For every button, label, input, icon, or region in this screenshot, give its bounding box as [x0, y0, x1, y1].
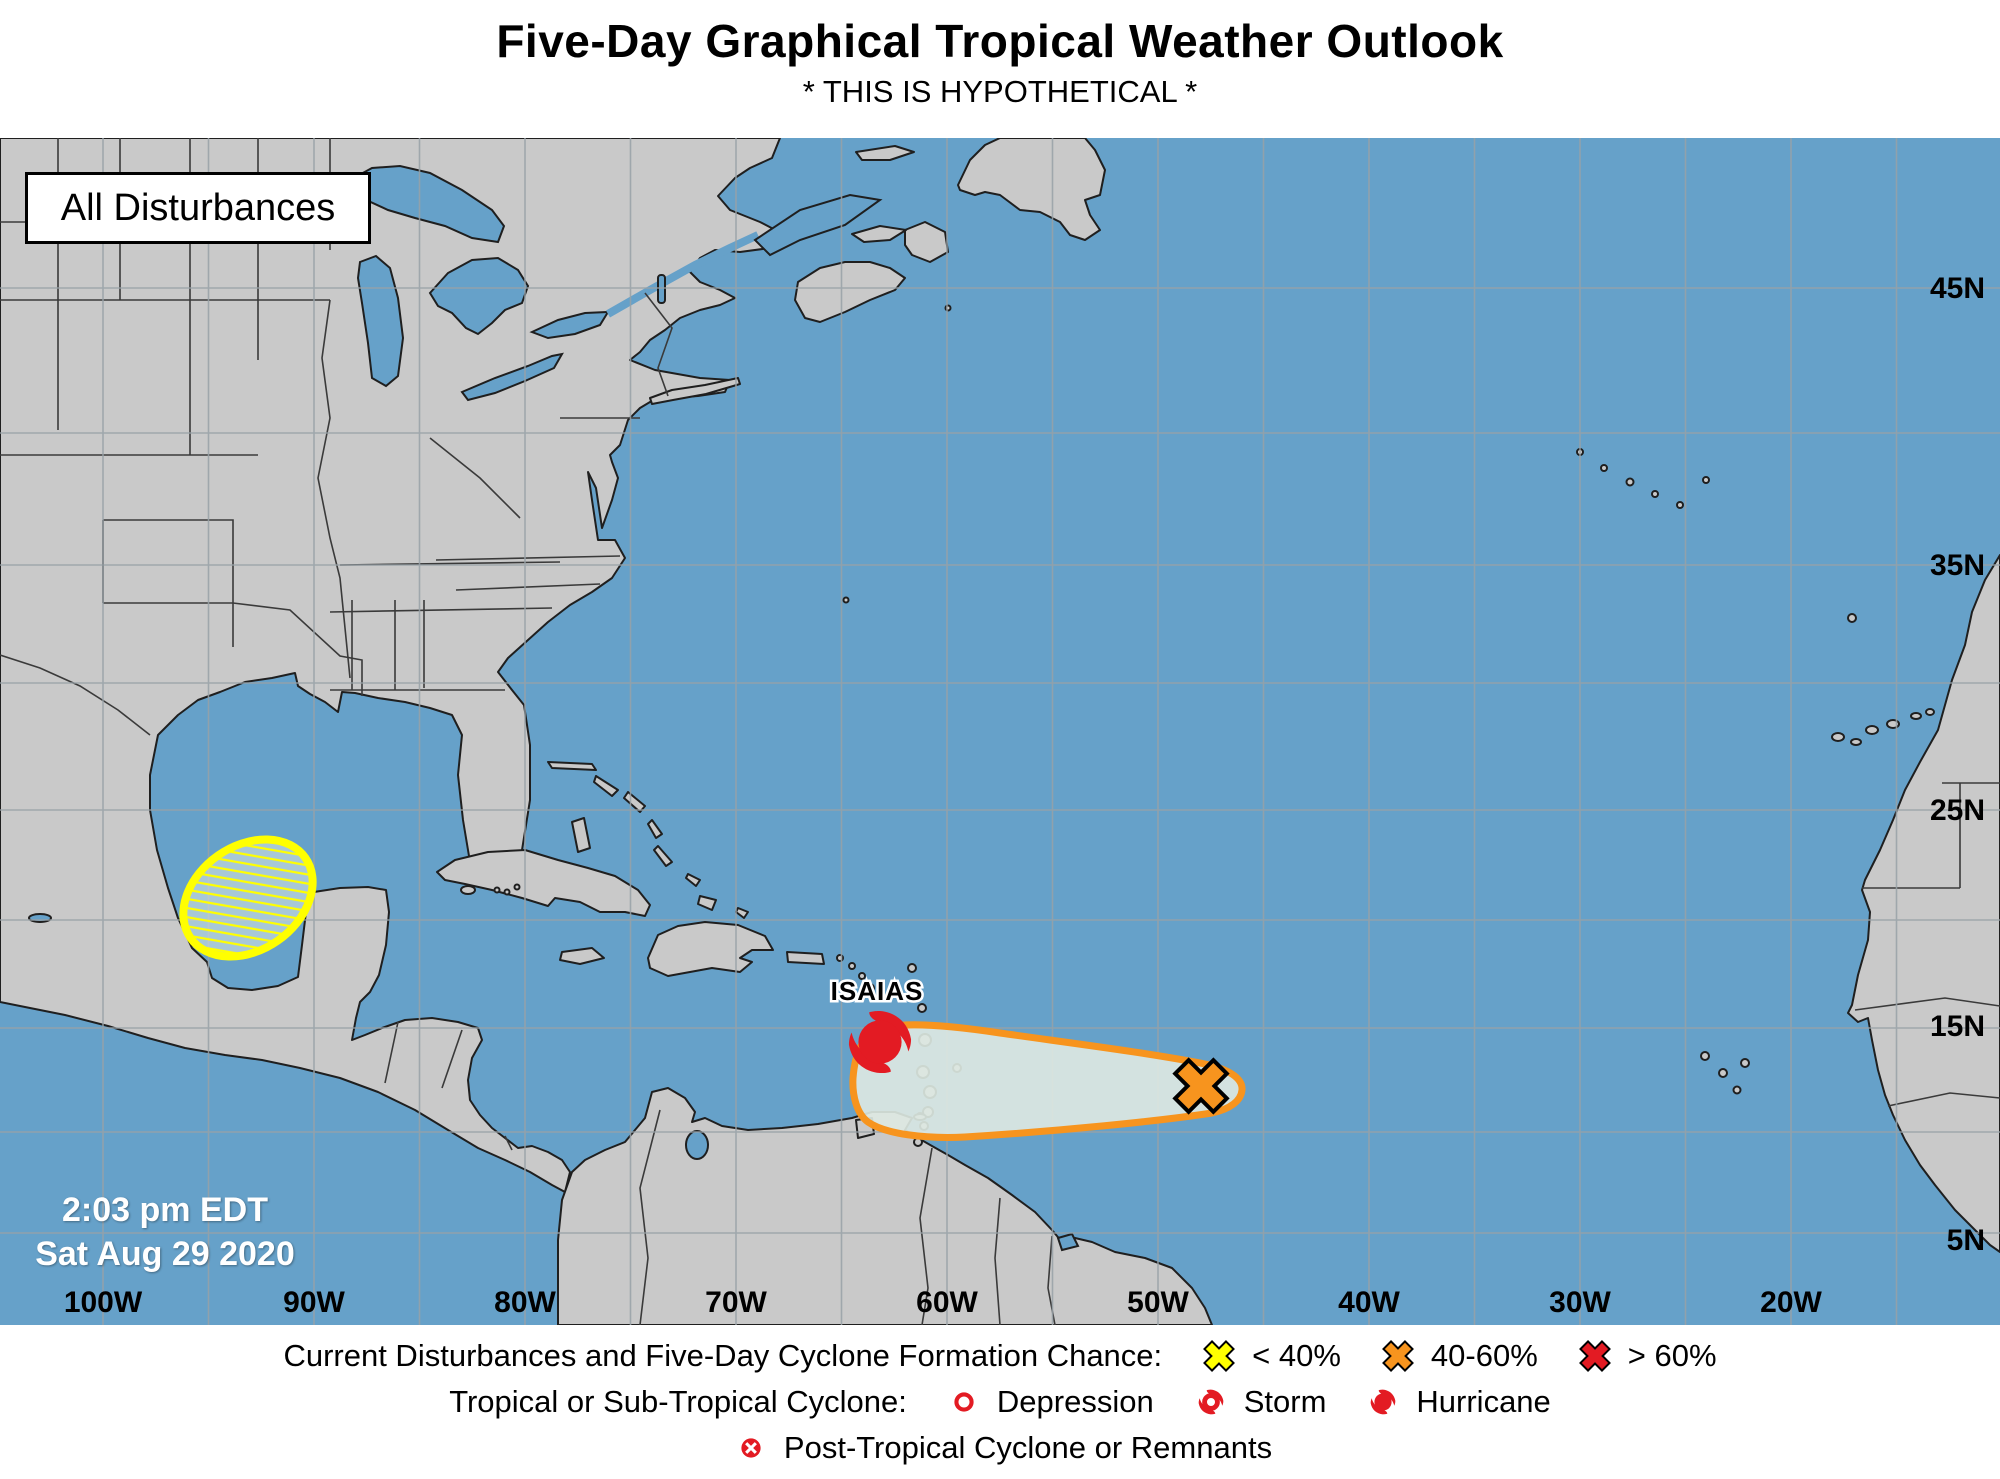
atlantic-islands: [493, 304, 1935, 1095]
lon-label: 20W: [1760, 1286, 1822, 1319]
x-marker-orange-icon: [1375, 1334, 1421, 1378]
latitude-labels: 45N 35N 25N 15N 5N: [1930, 272, 1985, 1257]
legend-item-low-label: < 40%: [1252, 1338, 1341, 1373]
gulf-disturbance-area[interactable]: [161, 815, 335, 980]
legend-item-high: > 60%: [1572, 1334, 1717, 1378]
lon-label: 60W: [916, 1286, 978, 1319]
puerto-rico: [786, 951, 825, 965]
lat-label: 15N: [1930, 1010, 1985, 1043]
legend-formation-label: Current Disturbances and Five-Day Cyclon…: [283, 1338, 1163, 1373]
legend-item-storm: Storm: [1188, 1380, 1327, 1424]
africa: [1847, 554, 2000, 1253]
graticule: [0, 138, 2000, 1325]
lon-label: 70W: [705, 1286, 767, 1319]
lat-label: 5N: [1947, 1224, 1985, 1257]
lat-label: 45N: [1930, 272, 1985, 305]
atlantic-outlook-map: ISAIAS 45N 35N 25N 15N 5N 100W 90W 80W 7…: [0, 138, 2000, 1325]
lake-ontario: [529, 310, 610, 340]
lat-label: 35N: [1930, 549, 1985, 582]
legend-item-hurricane-label: Hurricane: [1416, 1384, 1551, 1419]
legend-formation-row: Current Disturbances and Five-Day Cyclon…: [0, 1334, 2000, 1378]
legend-item-post-tropical: Post-Tropical Cyclone or Remnants: [728, 1426, 1272, 1470]
lon-label: 50W: [1127, 1286, 1189, 1319]
legend-item-depression: Depression: [941, 1380, 1154, 1424]
lon-label: 100W: [64, 1286, 143, 1319]
depression-icon: [954, 1392, 974, 1412]
longitude-labels: 100W 90W 80W 70W 60W 50W 40W 30W 20W: [64, 1286, 1823, 1319]
legend-cyclone-row: Tropical or Sub-Tropical Cyclone: Depres…: [0, 1380, 2000, 1424]
legend-post-row: Post-Tropical Cyclone or Remnants: [0, 1426, 2000, 1470]
lat-label: 25N: [1930, 794, 1985, 827]
lon-label: 90W: [283, 1286, 345, 1319]
legend-item-medium-label: 40-60%: [1430, 1338, 1538, 1373]
x-marker-red-icon: [1572, 1334, 1618, 1378]
st-lawrence-estuary: [753, 193, 883, 257]
legend-cyclone-label: Tropical or Sub-Tropical Cyclone:: [449, 1384, 907, 1419]
post-tropical-icon: [739, 1436, 763, 1460]
storm-icon: [1188, 1380, 1234, 1424]
lon-label: 40W: [1338, 1286, 1400, 1319]
page-title: Five-Day Graphical Tropical Weather Outl…: [496, 15, 1504, 67]
all-disturbances-label: All Disturbances: [60, 186, 336, 229]
legend-item-medium: 40-60%: [1375, 1334, 1538, 1378]
lon-label: 80W: [494, 1286, 556, 1319]
cape-breton: [904, 221, 949, 263]
hurricane-name-label: ISAIAS: [831, 976, 924, 1006]
atlantic-disturbance-area[interactable]: [853, 1025, 1242, 1138]
land-layer: [0, 138, 2000, 1325]
legend: Current Disturbances and Five-Day Cyclon…: [0, 1325, 2000, 1479]
prince-edward-island: [851, 225, 907, 243]
long-island: [649, 377, 741, 405]
hispaniola: [647, 921, 774, 977]
legend-item-post-label: Post-Tropical Cyclone or Remnants: [783, 1430, 1273, 1465]
lon-label: 30W: [1549, 1286, 1611, 1319]
hurricane-icon: [1371, 1389, 1396, 1415]
jamaica: [559, 947, 605, 965]
x-marker-yellow-icon: [1196, 1334, 1242, 1378]
isla-juventud: [460, 885, 476, 895]
legend-item-high-label: > 60%: [1627, 1338, 1717, 1373]
legend-item-storm-label: Storm: [1243, 1384, 1327, 1419]
map-canvas: ISAIAS 45N 35N 25N 15N 5N 100W 90W 80W 7…: [0, 138, 2000, 1325]
map-timestamp: 2:03 pm EDT Sat Aug 29 2020: [20, 1188, 310, 1276]
all-disturbances-selector[interactable]: All Disturbances: [25, 172, 371, 244]
amazon-mouth: [1056, 1232, 1080, 1252]
nova-scotia: [794, 261, 906, 323]
lake-maracaibo: [685, 1130, 709, 1160]
bahamas: [547, 761, 749, 919]
st-lawrence-river: [606, 231, 760, 318]
lake-champlain: [657, 274, 666, 304]
anticosti-island: [855, 145, 915, 161]
page-subtitle: * THIS IS HYPOTHETICAL *: [802, 74, 1198, 109]
legend-item-low: < 40%: [1196, 1334, 1341, 1378]
header: Five-Day Graphical Tropical Weather Outl…: [0, 0, 2000, 138]
timestamp-time: 2:03 pm EDT: [62, 1191, 268, 1229]
hurricane-isaias[interactable]: ISAIAS: [828, 974, 925, 1074]
lake-erie: [460, 352, 564, 402]
newfoundland: [957, 138, 1106, 241]
north-america: [0, 138, 786, 1193]
timestamp-date: Sat Aug 29 2020: [35, 1235, 295, 1273]
lake-huron: [428, 256, 530, 336]
legend-item-depression-label: Depression: [996, 1384, 1154, 1419]
legend-item-hurricane: Hurricane: [1360, 1380, 1551, 1424]
